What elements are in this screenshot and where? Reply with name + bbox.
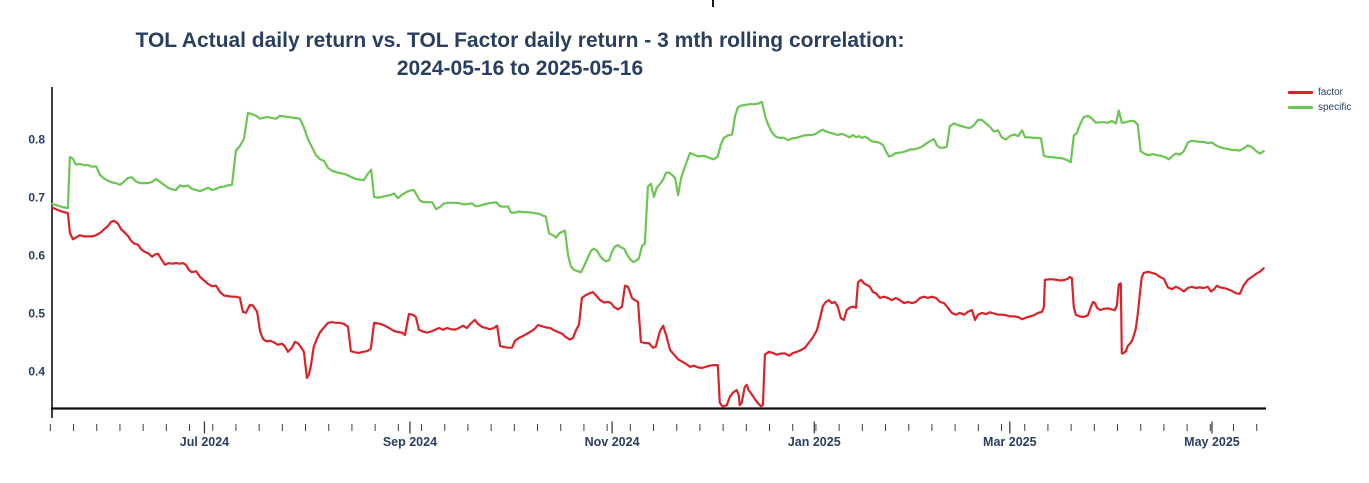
legend-label-factor: factor xyxy=(1318,87,1344,98)
x-tick-label: Nov 2024 xyxy=(585,435,640,449)
chart-title-line2: 2024-05-16 to 2025-05-16 xyxy=(396,57,644,80)
legend-item-factor[interactable]: factor xyxy=(1288,87,1351,98)
x-tick-label: Sep 2024 xyxy=(383,435,437,449)
legend-label-specific: specific xyxy=(1318,102,1352,113)
legend: factor specific xyxy=(1288,87,1351,113)
factor-line[interactable] xyxy=(50,206,1265,408)
x-tick-label: May 2025 xyxy=(1184,435,1240,449)
y-tick-label: 0.5 xyxy=(28,306,45,320)
legend-item-specific[interactable]: specific xyxy=(1288,102,1351,113)
top-edge-artifact xyxy=(712,0,714,7)
y-tick-label: 0.7 xyxy=(28,190,45,204)
chart-title-line1: TOL Actual daily return vs. TOL Factor d… xyxy=(135,29,905,52)
chart-title: TOL Actual daily return vs. TOL Factor d… xyxy=(0,27,1040,83)
y-tick-label: 0.8 xyxy=(28,133,45,147)
x-tick-label: Jan 2025 xyxy=(788,435,841,449)
x-tick-label: Mar 2025 xyxy=(983,435,1037,449)
y-tick-label: 0.4 xyxy=(28,364,45,378)
specific-line[interactable] xyxy=(50,100,1265,274)
x-tick-label: Jul 2024 xyxy=(180,435,229,449)
y-tick-label: 0.6 xyxy=(28,248,45,262)
specific-line-swatch-icon xyxy=(1288,106,1313,109)
factor-line-swatch-icon xyxy=(1288,91,1313,94)
